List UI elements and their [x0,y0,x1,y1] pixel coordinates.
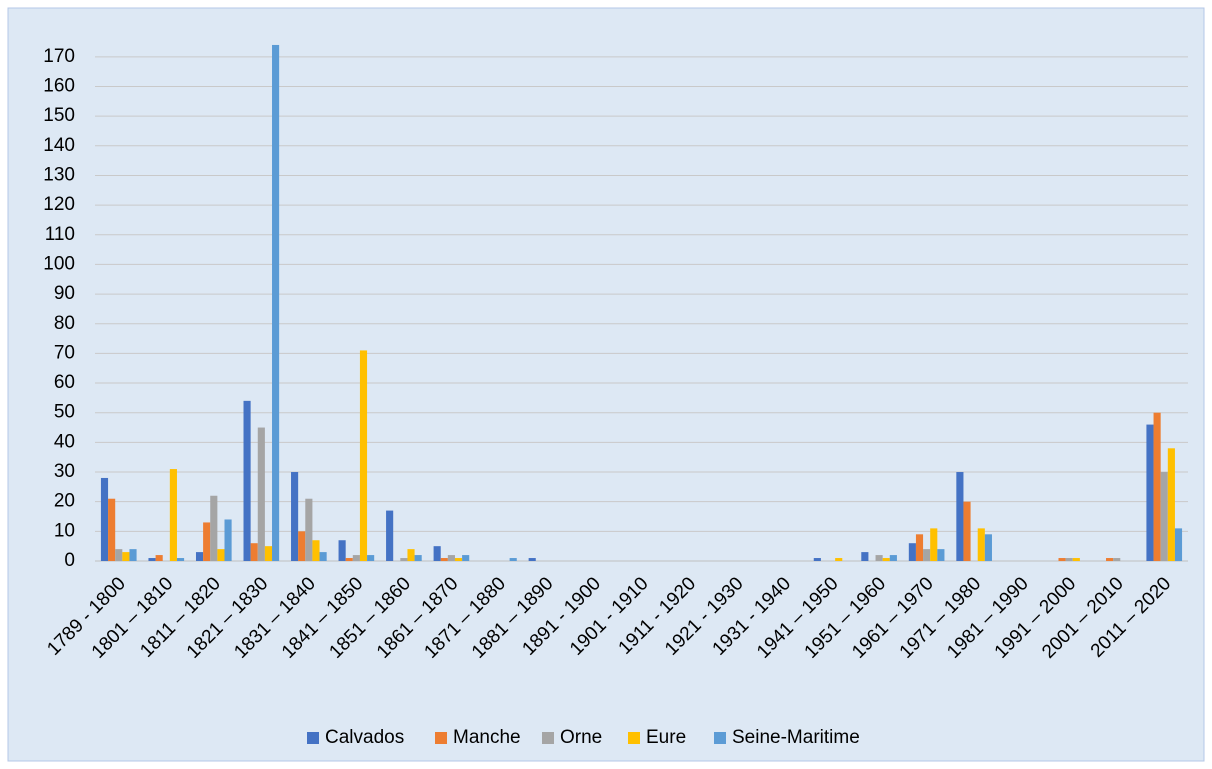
bar [956,472,964,561]
bar [407,549,415,561]
y-tick-label: 80 [54,313,75,334]
bar [963,501,971,561]
legend-label: Manche [453,727,521,748]
bar [908,543,916,561]
bar [1058,558,1066,561]
bar [169,469,177,561]
bar [291,472,299,561]
bar [1160,472,1168,561]
bar [319,552,327,561]
bar [203,522,211,561]
bar [345,558,353,561]
bar [1106,558,1114,561]
bar [882,558,890,561]
y-tick-label: 70 [54,342,75,363]
bar [433,546,441,561]
bar [454,558,463,561]
legend-swatch [307,732,319,744]
bar [509,558,517,561]
bar [528,558,536,561]
bar [312,540,320,561]
y-tick-label: 40 [54,431,75,452]
bar [1174,528,1183,561]
y-tick-label: 130 [43,164,75,185]
y-tick-label: 120 [43,194,75,215]
bar [338,540,346,561]
legend-label: Orne [560,727,602,748]
bar [298,531,306,561]
y-tick-label: 30 [54,461,75,482]
y-tick-label: 150 [43,105,75,126]
bar [915,534,924,561]
legend-label: Calvados [325,727,404,748]
bar [264,546,273,561]
bar [210,495,218,561]
bar [352,555,360,561]
bar [984,534,992,561]
bar [100,477,109,561]
bar [923,549,931,561]
bar [155,555,163,561]
bar [148,558,156,561]
bar [122,552,130,561]
bar [414,555,422,561]
bar [1167,448,1175,561]
bar [977,528,985,561]
bar [813,558,821,561]
bar [937,549,945,561]
bar [835,558,843,561]
bar [1146,424,1154,561]
bar [195,552,204,561]
bar [217,549,225,561]
bar [440,558,448,561]
y-tick-label: 170 [43,46,75,67]
legend-label: Eure [646,727,686,748]
legend-swatch [714,732,726,744]
y-tick-label: 100 [43,253,75,274]
bar [243,400,251,561]
legend-swatch [435,732,447,744]
bar [1065,558,1073,561]
y-tick-label: 90 [54,283,75,304]
bar [875,555,883,561]
bar [1113,558,1121,561]
y-tick-label: 110 [45,224,75,245]
bar [250,543,258,561]
bar [359,350,368,561]
bar [462,555,470,561]
legend-swatch [628,732,640,744]
y-tick-label: 60 [54,372,75,393]
bar [176,558,185,561]
y-tick-label: 140 [43,135,75,156]
bar [129,549,137,561]
bar [386,510,394,561]
bar [115,549,123,561]
bar [1153,412,1161,561]
y-tick-label: 50 [54,402,75,423]
y-tick-label: 160 [43,76,75,97]
bar [257,427,265,561]
bar [108,498,116,561]
bar [272,44,280,562]
bar [224,519,232,561]
y-tick-label: 0 [64,550,75,571]
bar [305,498,313,561]
chart-background [7,7,1205,762]
legend-swatch [542,732,554,744]
legend-label: Seine-Maritime [732,727,860,748]
y-tick-label: 10 [54,520,75,541]
bar [367,555,375,561]
bar [400,558,408,561]
bar [889,555,897,561]
bar [930,528,938,561]
y-tick-label: 20 [54,491,75,512]
bar [861,552,869,561]
bar [1072,558,1080,561]
bar [447,555,455,561]
